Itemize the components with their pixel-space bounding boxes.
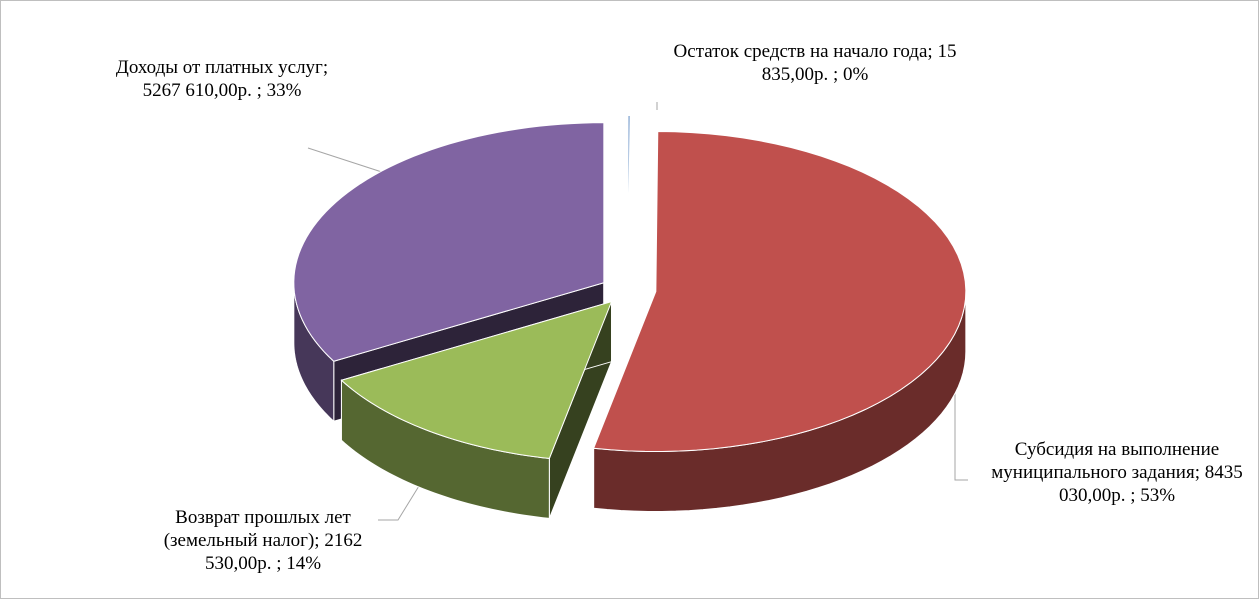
slice-category: Доходы от платных услуг; [115, 57, 329, 78]
data-label: Возврат прошлых лет (земельный налог); 2… [133, 506, 393, 575]
slice-top [293, 122, 605, 362]
data-label: Доходы от платных услуг; 5267 610,00р. ;… [102, 56, 342, 102]
slice-category: Остаток средств на начало года; [673, 41, 933, 62]
slice-top [627, 115, 631, 276]
slice [592, 130, 967, 512]
slice-value: 2162 530,00р. ; 14% [204, 530, 363, 574]
data-label: Субсидия на выполнение муниципального за… [967, 438, 1259, 507]
slice-category: Субсидия на выполнение муниципального за… [991, 439, 1220, 483]
leader-line [307, 147, 389, 175]
slice-top [592, 130, 967, 452]
slice-top [340, 300, 613, 459]
slice-value: 8435 030,00р. ; 53% [1058, 462, 1243, 506]
slice-value: 15 835,00р. ; 0% [761, 41, 957, 85]
slice-value: 5267 610,00р. ; 33% [142, 80, 302, 101]
data-label: Остаток средств на начало года; 15 835,0… [670, 40, 960, 86]
slice [340, 300, 613, 519]
slice-category: Возврат прошлых лет (земельный налог); [163, 507, 351, 551]
slice [627, 115, 631, 336]
